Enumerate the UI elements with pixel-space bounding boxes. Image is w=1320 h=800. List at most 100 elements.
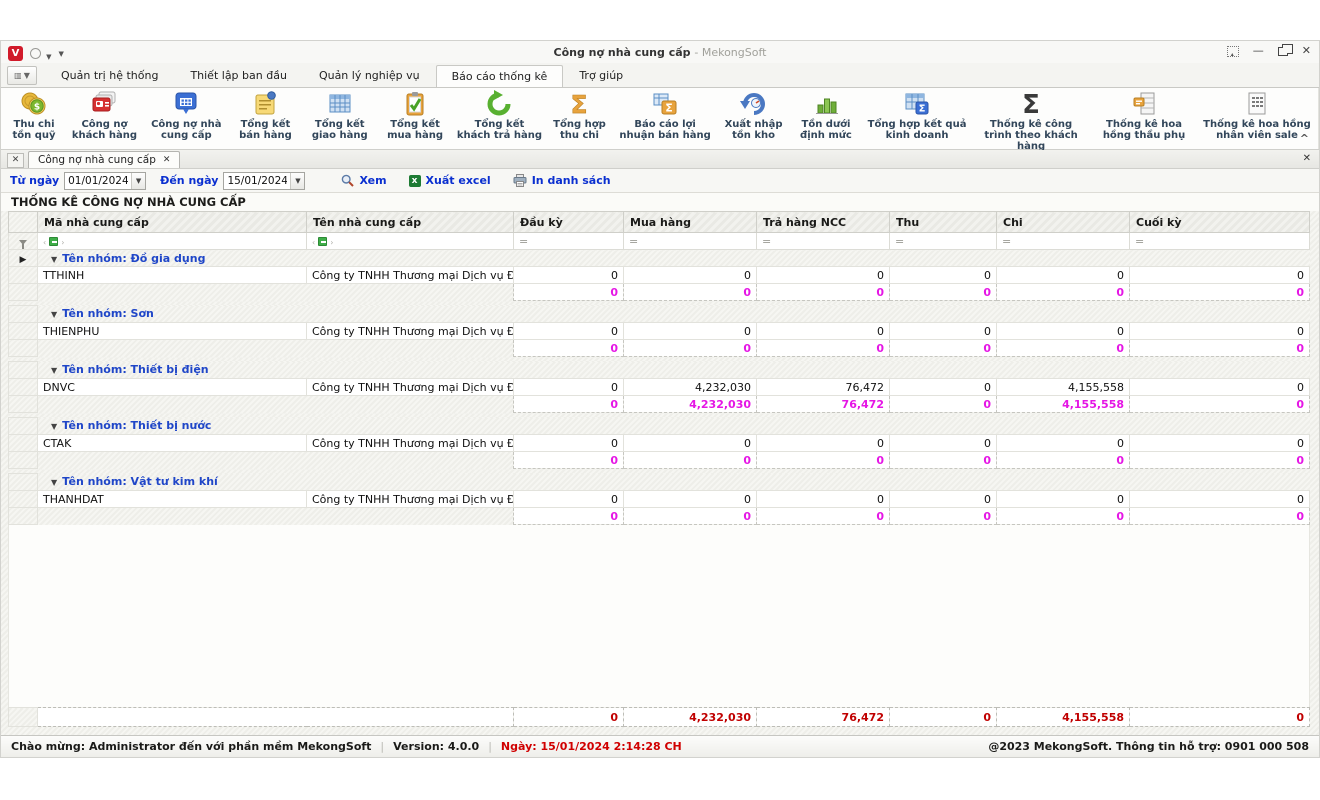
- column-header-chi[interactable]: Chi: [997, 212, 1130, 233]
- collapse-group-icon[interactable]: ▼: [51, 422, 57, 431]
- tab-cong-no-nha-cung-cap[interactable]: Công nợ nhà cung cấp ✕: [28, 151, 180, 168]
- ribbon-item-xuat-nhap-ton-kho[interactable]: Xuất nhập tồn kho: [717, 88, 789, 141]
- ribbon-item-cong-no-khach-hang[interactable]: Công nợ khách hàng: [65, 88, 144, 141]
- filter-toolbar: Từ ngày ▼ Đến ngày ▼ Xem x Xuất excel In…: [1, 169, 1319, 193]
- print-list-button[interactable]: In danh sách: [513, 174, 611, 187]
- column-header-thu[interactable]: Thu: [890, 212, 997, 233]
- filter-type-icon[interactable]: [49, 237, 58, 246]
- document-tab-strip: ✕ Công nợ nhà cung cấp ✕ ✕: [1, 150, 1319, 169]
- collapse-group-icon[interactable]: ▼: [51, 478, 57, 487]
- tab-thiet-lap-ban-dau[interactable]: Thiết lập ban đầu: [174, 64, 303, 87]
- collapse-group-icon[interactable]: ▼: [51, 366, 57, 375]
- document-tab-label: Công nợ nhà cung cấp: [38, 154, 156, 166]
- commission-table-icon: [1129, 89, 1159, 119]
- ribbon-item-tong-ket-giao-hang[interactable]: Tổng kết giao hàng: [302, 88, 377, 141]
- grid-empty-area: [8, 525, 1310, 707]
- filter-type-icon[interactable]: [318, 237, 327, 246]
- column-header-tra-hang-ncc[interactable]: Trả hàng NCC: [757, 212, 890, 233]
- chevron-down-icon[interactable]: ▼: [131, 173, 145, 189]
- table-row[interactable]: CTAK Công ty TNHH Thương mại Dịch vụ Điệ…: [9, 435, 1310, 452]
- filter-cell-thu[interactable]: =: [890, 233, 997, 250]
- from-date-picker[interactable]: ▼: [64, 172, 146, 190]
- filter-cell-chi[interactable]: =: [997, 233, 1130, 250]
- ribbon-item-tong-hop-ket-qua-kinh-doanh[interactable]: Σ Tổng hợp kết quả kinh doanh: [862, 88, 972, 141]
- filter-cell-cuoi-ky[interactable]: =: [1130, 233, 1310, 250]
- table-row[interactable]: THANHDAT Công ty TNHH Thương mại Dịch vụ…: [9, 491, 1310, 508]
- circle-icon: [30, 48, 41, 59]
- column-header-ma-ncc[interactable]: Mã nhà cung cấp: [38, 212, 307, 233]
- welcome-text: Chào mừng: Administrator đến với phần mề…: [11, 740, 371, 753]
- ribbon-item-thong-ke-hoa-hong-thau-phu[interactable]: Thống kê hoa hồng thầu phụ: [1090, 88, 1198, 141]
- ribbon-item-cong-no-nha-cung-cap[interactable]: Công nợ nhà cung cấp: [144, 88, 229, 141]
- column-header-dau-ky[interactable]: Đầu kỳ: [514, 212, 624, 233]
- ribbon-item-thu-chi-ton-quy[interactable]: $ Thu chi tồn quỹ: [3, 88, 65, 141]
- current-row-indicator: ▶: [9, 250, 38, 267]
- sales-grid-icon: [1242, 89, 1272, 119]
- quick-access-customize-icon[interactable]: ▼: [58, 50, 63, 58]
- filter-cell-ten-ncc[interactable]: ‹›: [307, 233, 514, 250]
- from-date-input[interactable]: [65, 175, 131, 187]
- to-date-picker[interactable]: ▼: [223, 172, 305, 190]
- ribbon-display-options-icon[interactable]: [1227, 46, 1239, 57]
- window-layout-button[interactable]: ▥▼: [7, 66, 37, 85]
- export-excel-button[interactable]: x Xuất excel: [409, 174, 491, 187]
- collapse-group-icon[interactable]: ▼: [51, 255, 57, 264]
- column-header-mua-hang[interactable]: Mua hàng: [624, 212, 757, 233]
- grid-table: Mã nhà cung cấp Tên nhà cung cấp Đầu kỳ …: [8, 211, 1310, 525]
- quick-access-button[interactable]: ▼: [30, 44, 51, 63]
- close-tab-icon[interactable]: ✕: [163, 155, 171, 165]
- grid-footer-strip: [8, 727, 1310, 735]
- chevron-down-icon[interactable]: ▼: [290, 173, 304, 189]
- column-header-ten-ncc[interactable]: Tên nhà cung cấp: [307, 212, 514, 233]
- ribbon-item-tong-ket-ban-hang[interactable]: Tổng kết bán hàng: [229, 88, 302, 141]
- restore-button[interactable]: [1278, 47, 1288, 56]
- tab-tro-giup[interactable]: Trợ giúp: [563, 64, 639, 87]
- supplier-name: Công ty TNHH Thương mại Dịch vụ Điện nướ…: [307, 323, 514, 340]
- ribbon-item-thong-ke-hoa-hong-nhan-vien-sale[interactable]: Thống kê hoa hồng nhân viên sale: [1198, 88, 1316, 141]
- close-document-icon[interactable]: ✕: [1303, 153, 1311, 164]
- grid-header-row: Mã nhà cung cấp Tên nhà cung cấp Đầu kỳ …: [9, 212, 1310, 233]
- group-header-row[interactable]: ▼Tên nhóm: Sơn: [9, 306, 1310, 323]
- tab-quan-ly-nghiep-vu[interactable]: Quản lý nghiệp vụ: [303, 64, 436, 87]
- supplier-code: THIENPHU: [38, 323, 307, 340]
- ribbon-collapse-icon[interactable]: ^: [1300, 132, 1309, 145]
- supplier-code: CTAK: [38, 435, 307, 452]
- filter-cell-mua-hang[interactable]: =: [624, 233, 757, 250]
- supplier-debt-grid: Mã nhà cung cấp Tên nhà cung cấp Đầu kỳ …: [1, 211, 1319, 735]
- table-row[interactable]: TTHINH Công ty TNHH Thương mại Dịch vụ Đ…: [9, 267, 1310, 284]
- table-row[interactable]: DNVC Công ty TNHH Thương mại Dịch vụ Điệ…: [9, 379, 1310, 396]
- ribbon-item-tong-hop-thu-chi[interactable]: Σ Tổng hợp thu chi: [546, 88, 613, 141]
- close-button[interactable]: ✕: [1302, 44, 1311, 58]
- minimize-button[interactable]: —: [1253, 44, 1264, 58]
- ribbon-item-label: Tổng hợp thu chi: [550, 119, 609, 141]
- grid-footer-table: 0 4,232,030 76,472 0 4,155,558 0: [8, 707, 1310, 727]
- group-header-row[interactable]: ▼Tên nhóm: Thiết bị điện: [9, 362, 1310, 379]
- ribbon-item-label: Thống kê hoa hồng nhân viên sale: [1202, 119, 1312, 141]
- close-all-tabs-button[interactable]: ✕: [7, 153, 24, 168]
- ribbon-item-thong-ke-cong-trinh-theo-khach-hang[interactable]: Σ Thống kê công trình theo khách hàng: [972, 88, 1090, 153]
- svg-text:$: $: [34, 103, 40, 113]
- excel-icon: x: [409, 175, 421, 187]
- filter-cell-tra-hang-ncc[interactable]: =: [757, 233, 890, 250]
- tab-quan-tri-he-thong[interactable]: Quản trị hệ thống: [45, 64, 174, 87]
- tab-bao-cao-thong-ke[interactable]: Báo cáo thống kê: [436, 65, 564, 88]
- group-header-row[interactable]: ▼Tên nhóm: Vật tư kim khí: [9, 474, 1310, 491]
- ribbon-item-bao-cao-loi-nhuan-ban-hang[interactable]: Σ Báo cáo lợi nhuận bán hàng: [613, 88, 718, 141]
- ribbon-item-ton-duoi-dinh-muc[interactable]: Tồn dưới định mức: [790, 88, 862, 141]
- ribbon-item-label: Thống kê công trình theo khách hàng: [976, 119, 1086, 153]
- separator: |: [488, 740, 492, 753]
- column-header-cuoi-ky[interactable]: Cuối kỳ: [1130, 212, 1310, 233]
- filter-cell-dau-ky[interactable]: =: [514, 233, 624, 250]
- group-header-row[interactable]: ▼Tên nhóm: Thiết bị nước: [9, 418, 1310, 435]
- collapse-group-icon[interactable]: ▼: [51, 310, 57, 319]
- table-row[interactable]: THIENPHU Công ty TNHH Thương mại Dịch vụ…: [9, 323, 1310, 340]
- group-header-row[interactable]: ▶ ▼Tên nhóm: Đồ gia dụng: [9, 250, 1310, 267]
- to-date-label: Đến ngày: [160, 174, 218, 187]
- ribbon-item-label: Tổng kết bán hàng: [233, 119, 298, 141]
- filter-cell-ma-ncc[interactable]: ‹›: [38, 233, 307, 250]
- view-button[interactable]: Xem: [341, 174, 386, 187]
- coins-icon: $: [19, 89, 49, 119]
- ribbon-item-tong-ket-khach-tra-hang[interactable]: Tổng kết khách trả hàng: [453, 88, 546, 141]
- to-date-input[interactable]: [224, 175, 290, 187]
- ribbon-item-tong-ket-mua-hang[interactable]: Tổng kết mua hàng: [377, 88, 452, 141]
